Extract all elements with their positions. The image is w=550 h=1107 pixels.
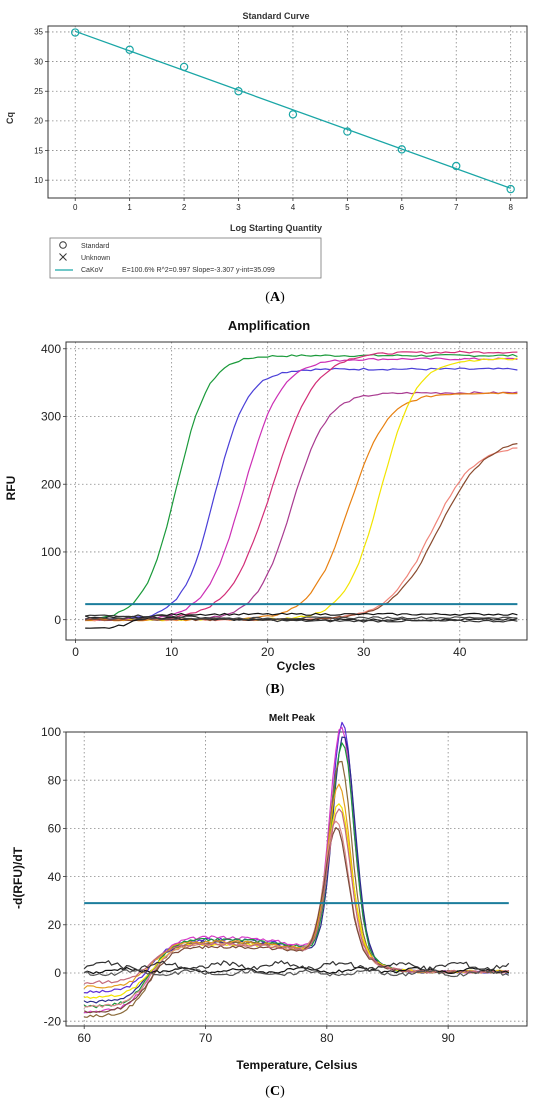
y-tick-label: 30 xyxy=(34,57,43,66)
plot-frame xyxy=(65,341,528,641)
legend-standard-marker xyxy=(59,241,67,249)
amplification-curve xyxy=(85,357,518,621)
melt-curve xyxy=(83,736,510,1004)
standard-curve-xlabel: Log Starting Quantity xyxy=(230,223,322,233)
melt-peak-title: Melt Peak xyxy=(269,713,316,724)
melt-curve xyxy=(83,968,510,978)
amplification-curve xyxy=(85,350,518,621)
standard-point xyxy=(288,110,298,119)
legend-fit-label: CaKoV xyxy=(81,267,104,274)
melt-curve xyxy=(84,721,509,994)
standard-point xyxy=(452,161,461,171)
x-tick-label: 20 xyxy=(261,645,275,659)
amplification-curve xyxy=(85,443,518,622)
amplification-curve xyxy=(85,616,518,620)
standard-curve-title: Standard Curve xyxy=(242,11,309,21)
legend-standard-label: Standard xyxy=(81,243,110,250)
amplification-curve xyxy=(85,357,518,622)
melt-peak-ylabel: -d(RFU)/dT xyxy=(11,846,25,909)
standard-point xyxy=(397,145,407,154)
x-tick-label: 10 xyxy=(165,645,179,659)
x-tick-label: 7 xyxy=(454,203,459,212)
x-tick-label: 90 xyxy=(441,1031,455,1045)
legend-unknown-label: Unknown xyxy=(81,255,110,262)
y-tick-label: 300 xyxy=(41,410,61,424)
standard-point xyxy=(125,45,134,54)
fit-line xyxy=(74,30,511,189)
amplification-curve xyxy=(85,614,518,623)
melt-peak-chart: Melt Peak 60 70 80 90 -20 0 20 40 60 80 100 Temper… xyxy=(11,713,528,1072)
caption-b: (B) xyxy=(265,682,285,697)
y-tick-label: 80 xyxy=(48,773,62,787)
amplification-title: Amplification xyxy=(228,318,310,333)
standard-point xyxy=(71,28,80,37)
standard-curve-ylabel: Cq xyxy=(5,112,15,124)
x-tick-label: 80 xyxy=(320,1031,334,1045)
amplification-curve xyxy=(85,354,518,620)
standard-point xyxy=(234,87,243,96)
legend-box xyxy=(49,237,322,279)
y-tick-label: 200 xyxy=(41,477,61,491)
y-tick-label: 60 xyxy=(48,822,62,836)
x-tick-label: 2 xyxy=(182,203,187,212)
y-tick-label: 0 xyxy=(54,966,61,980)
x-tick-label: 30 xyxy=(357,645,371,659)
amplification-xlabel: Cycles xyxy=(277,659,316,673)
standard-point xyxy=(179,62,189,72)
y-tick-label: 15 xyxy=(34,146,43,155)
x-tick-label: 6 xyxy=(400,203,405,212)
y-tick-label: 100 xyxy=(41,545,61,559)
amplification-curve xyxy=(85,391,518,622)
amplification-curve xyxy=(85,447,518,622)
melt-peak-xlabel: Temperature, Celsius xyxy=(236,1058,357,1072)
standard-curve-plot: 0 1 2 3 4 5 6 7 8 10 15 20 25 30 35 xyxy=(34,25,528,212)
caption-c: (C) xyxy=(265,1084,285,1099)
melt-peak-plot: 60 70 80 90 -20 0 20 40 60 80 100 xyxy=(41,721,528,1045)
caption-a: (A) xyxy=(265,290,285,305)
y-tick-label: 100 xyxy=(41,725,61,739)
y-tick-label: 0 xyxy=(54,613,61,627)
plot-frame xyxy=(65,731,528,1027)
y-tick-label: 20 xyxy=(48,918,62,932)
y-tick-label: -20 xyxy=(44,1014,62,1028)
x-tick-label: 1 xyxy=(127,203,132,212)
x-tick-label: 40 xyxy=(453,645,467,659)
standard-point xyxy=(506,184,515,194)
standard-curve-legend: Standard Unknown CaKoV E=100.6% R^2=0.99… xyxy=(49,237,322,279)
melt-curve xyxy=(83,960,510,972)
x-tick-label: 8 xyxy=(508,203,513,212)
y-tick-label: 40 xyxy=(48,870,62,884)
y-tick-label: 400 xyxy=(41,342,61,356)
melt-curve xyxy=(84,808,510,985)
melt-curve xyxy=(83,966,510,975)
amplification-ylabel: RFU xyxy=(4,476,18,501)
x-tick-label: 5 xyxy=(345,203,350,212)
plot-frame xyxy=(47,25,528,199)
legend-fit-detail: E=100.6% R^2=0.997 Slope=-3.307 y-int=35… xyxy=(122,267,275,274)
x-tick-label: 3 xyxy=(236,203,241,212)
melt-curve xyxy=(83,783,509,989)
x-tick-label: 0 xyxy=(73,203,78,212)
x-tick-label: 0 xyxy=(72,645,79,659)
melt-curve xyxy=(83,827,510,1014)
x-tick-label: 70 xyxy=(199,1031,213,1045)
amplification-curve xyxy=(85,391,518,622)
standard-point xyxy=(343,127,352,136)
melt-curve xyxy=(84,820,509,1008)
y-tick-label: 20 xyxy=(34,117,43,126)
x-tick-label: 60 xyxy=(78,1031,92,1045)
y-tick-label: 25 xyxy=(34,87,43,96)
legend-unknown-marker xyxy=(59,253,67,261)
x-tick-label: 4 xyxy=(291,203,296,212)
y-tick-label: 35 xyxy=(34,28,43,37)
standard-curve-chart: Standard Curve 0 1 2 3 4 5 6 7 8 10 15 20 25 30 35 Log… xyxy=(5,11,528,279)
y-tick-label: 10 xyxy=(34,176,43,185)
